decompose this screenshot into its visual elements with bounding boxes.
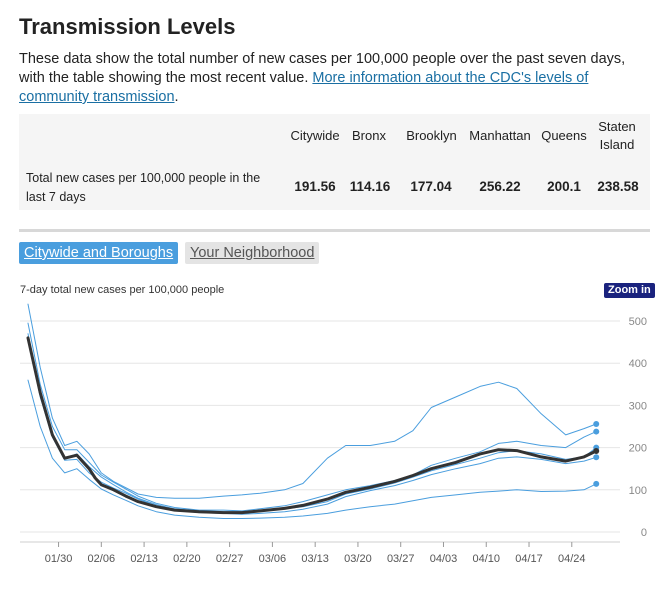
value-brooklyn: 177.04	[410, 179, 452, 194]
cdc-levels-link[interactable]: More information about the CDC's levels …	[19, 70, 589, 105]
x-tick-label: 04/10	[472, 553, 500, 565]
x-tick-label: 01/30	[45, 553, 73, 565]
x-tick-label: 04/17	[515, 553, 543, 565]
x-tick-label: 02/27	[216, 553, 244, 565]
series-line-queens	[27, 333, 597, 513]
x-tick-label: 02/13	[130, 553, 158, 565]
series-endpoint-bronx	[593, 480, 600, 487]
series-line-brooklyn	[27, 337, 597, 515]
series-endpoint-manhattan	[593, 420, 600, 427]
y-tick-label: 200	[629, 443, 647, 455]
value-citywide: 191.56	[294, 179, 336, 194]
header-brooklyn: Brooklyn	[406, 128, 457, 143]
header-manhattan: Manhattan	[469, 128, 531, 143]
series-line-citywide	[26, 336, 598, 515]
x-tick-label: 03/27	[387, 553, 415, 565]
x-tick-label: 03/06	[259, 553, 287, 565]
x-tick-label: 04/24	[558, 553, 586, 565]
series-line-statenisland	[27, 322, 597, 512]
description-text: These data show the total number of new …	[19, 51, 626, 86]
value-bronx: 114.16	[349, 179, 391, 194]
section-divider	[19, 229, 650, 232]
chart-y-label: 7-day total new cases per 100,000 people	[20, 284, 225, 296]
y-tick-label: 400	[629, 358, 647, 370]
description: These data show the total number of new …	[19, 50, 639, 107]
tab-your-neighborhood[interactable]: Your Neighborhood	[185, 242, 320, 264]
series-endpoint-brooklyn	[593, 454, 600, 461]
series-line-manhattan	[27, 303, 597, 499]
header-citywide: Citywide	[290, 128, 340, 143]
series-line-bronx	[27, 379, 597, 519]
y-tick-label: 100	[629, 485, 647, 497]
header-staten-island: Staten Island	[598, 119, 636, 152]
y-tick-label: 500	[629, 316, 647, 328]
value-staten-island: 238.58	[597, 179, 639, 194]
value-manhattan: 256.22	[479, 179, 521, 194]
x-tick-label: 03/20	[344, 553, 372, 565]
tab-citywide-boroughs[interactable]: Citywide and Boroughs	[19, 242, 179, 264]
value-queens: 200.1	[547, 179, 581, 194]
header-queens: Queens	[541, 128, 587, 143]
line-chart: 0 100 200 300 400 500 01/30 02/06 02/13 02/20 02/2…	[20, 303, 647, 565]
description-end: .	[174, 89, 179, 105]
transmission-table: Citywide Bronx Brooklyn Manhattan Queens…	[19, 114, 650, 210]
row-label: Total new cases per 100,000 people in th…	[26, 171, 261, 204]
series-endpoint-statenisland	[593, 428, 600, 435]
series-endpoint-citywide	[593, 447, 600, 454]
y-tick-label: 300	[629, 400, 647, 412]
x-tick-label: 02/06	[88, 553, 116, 565]
header-bronx: Bronx	[352, 128, 386, 143]
x-tick-label: 02/20	[173, 553, 201, 565]
x-tick-label: 03/13	[301, 553, 329, 565]
x-tick-label: 04/03	[430, 553, 458, 565]
page-title: Transmission Levels	[19, 14, 236, 39]
zoom-in-button[interactable]: Zoom in	[604, 283, 655, 298]
y-tick-label: 0	[641, 527, 647, 539]
